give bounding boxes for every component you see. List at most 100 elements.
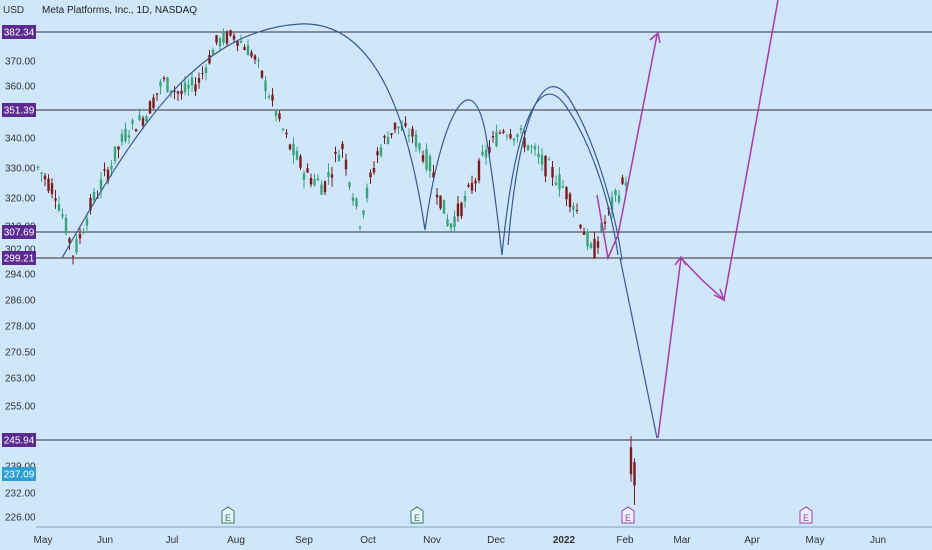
candle-body: [491, 135, 495, 138]
y-tick-label: 302.00: [5, 245, 36, 256]
candle-body: [425, 149, 428, 170]
candle-body: [544, 155, 547, 177]
candle-body: [351, 197, 355, 202]
candle-body: [320, 184, 323, 195]
candle-body: [50, 183, 54, 194]
candle-body: [271, 94, 274, 101]
candle-body: [502, 130, 505, 133]
pattern-arc-right-outer[interactable]: [507, 86, 623, 261]
candle-body: [106, 169, 110, 182]
candle-body: [327, 171, 330, 177]
candle-body: [554, 182, 558, 185]
candle-body: [229, 30, 232, 36]
candle-body: [435, 194, 439, 198]
candle-body: [582, 232, 586, 235]
candle-body: [211, 49, 215, 56]
earnings-badge-label: E: [414, 513, 420, 523]
candle-body: [586, 231, 589, 247]
pattern-arc-large[interactable]: [61, 23, 426, 259]
candle-body: [369, 172, 372, 178]
candle-body: [537, 153, 540, 158]
candle-body: [110, 165, 113, 170]
candle-body: [68, 238, 71, 243]
y-tick-label: 294.00: [5, 270, 36, 281]
candle-body: [519, 128, 523, 130]
candle-body: [460, 202, 463, 217]
price-level-label: 307.69: [4, 228, 35, 239]
candle-body: [232, 35, 236, 40]
x-tick-label: Sep: [295, 535, 313, 546]
x-tick-label: Oct: [360, 535, 376, 546]
pattern-arc-left-shoulder[interactable]: [424, 99, 503, 256]
candle-body: [89, 197, 92, 211]
candle-body: [530, 146, 533, 148]
candle-body: [523, 137, 526, 148]
candle-body: [379, 147, 383, 156]
y-tick-label: 370.00: [5, 57, 36, 68]
price-level-tag: [2, 103, 36, 117]
candle-body: [176, 91, 180, 94]
earnings-badge-icon[interactable]: [410, 506, 424, 524]
candle-body: [484, 149, 488, 158]
candle-body: [439, 195, 442, 209]
candle-body: [337, 154, 341, 162]
x-tick-label: 2022: [553, 535, 576, 546]
y-tick-label: 255.00: [5, 402, 36, 413]
candle-body: [253, 55, 257, 60]
candle-body: [117, 146, 120, 150]
x-tick-label: Aug: [227, 535, 245, 546]
earnings-badge-icon[interactable]: [799, 506, 813, 524]
candle-body: [463, 196, 467, 202]
candle-body: [57, 204, 61, 211]
pattern-arc-right-inner[interactable]: [501, 93, 619, 256]
candle-body: [421, 155, 425, 162]
candle-body: [411, 128, 414, 137]
candle-body: [204, 67, 208, 73]
currency-label[interactable]: USD: [3, 5, 25, 16]
candle-body: [183, 82, 187, 93]
candle-body: [190, 77, 194, 86]
symbol-title: Meta Platforms, Inc., 1D, NASDAQ: [42, 5, 198, 16]
candle-body: [54, 198, 57, 201]
earnings-badge-icon[interactable]: [621, 506, 635, 524]
x-tick-label: Apr: [744, 535, 760, 546]
candle-body: [201, 72, 204, 74]
candle-body: [617, 195, 621, 202]
candle-body: [134, 129, 138, 132]
candle-body: [386, 136, 390, 145]
candle-body: [278, 113, 281, 120]
candle-body: [449, 223, 453, 228]
candle-body: [306, 168, 309, 173]
candle-body: [82, 231, 85, 234]
projection-arrow-dip[interactable]: [596, 194, 619, 261]
projection-arrow-right[interactable]: [657, 0, 779, 439]
y-tick-label: 263.00: [5, 374, 36, 385]
candle-body: [633, 462, 636, 486]
candle-body: [288, 144, 292, 150]
candle-body: [540, 154, 544, 165]
x-tick-label: May: [806, 535, 825, 546]
candle-body: [113, 146, 117, 161]
candle-body: [246, 45, 250, 56]
candle-body: [274, 110, 278, 117]
candle-body: [341, 143, 344, 150]
candle-body: [99, 179, 103, 190]
projection-arrow-up-left[interactable]: [617, 34, 658, 236]
earnings-badge-icon[interactable]: [221, 506, 235, 524]
candle-body: [285, 132, 288, 135]
candle-body: [166, 77, 169, 93]
candle-body: [71, 255, 75, 257]
x-tick-label: May: [34, 535, 53, 546]
x-tick-label: Nov: [423, 535, 441, 546]
candle-body: [236, 40, 239, 46]
candle-body: [218, 38, 222, 47]
candle-body: [43, 175, 47, 180]
pattern-drop-line[interactable]: [619, 257, 658, 439]
arrowhead-icon: [713, 288, 726, 302]
arrowhead-icon: [649, 31, 661, 44]
candle-body: [589, 243, 593, 248]
candle-body: [453, 216, 456, 227]
x-tick-label: Jun: [97, 535, 113, 546]
